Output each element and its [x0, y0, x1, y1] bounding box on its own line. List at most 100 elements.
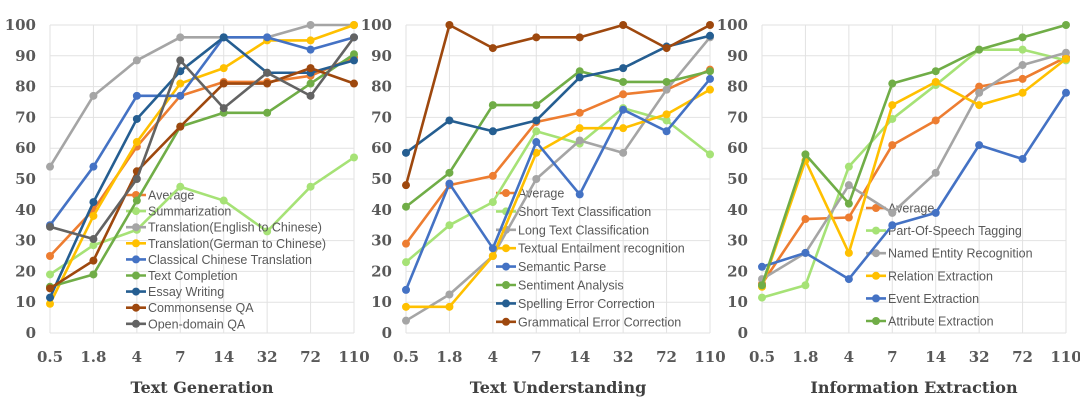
data-point [575, 108, 584, 117]
data-point [801, 215, 810, 224]
data-point [532, 138, 541, 147]
x-tick-label: 72 [1012, 348, 1033, 366]
data-point [176, 56, 185, 65]
series-line [48, 23, 355, 305]
data-point [662, 110, 671, 119]
data-point [1018, 33, 1027, 42]
legend-swatch-marker [132, 223, 140, 232]
series-summarization [46, 153, 358, 279]
y-tick-label: 80 [727, 78, 748, 96]
legend-item: Essay Writing [126, 285, 224, 299]
legend-item: Event Extraction [866, 292, 979, 306]
y-tick-label: 60 [727, 139, 748, 157]
y-tick-label: 30 [15, 232, 36, 250]
axis-title: Text Understanding [470, 378, 647, 397]
data-point [132, 196, 141, 205]
y-tick-label: 0 [738, 324, 748, 342]
y-tick-label: 90 [15, 47, 36, 65]
data-point [975, 101, 984, 110]
y-tick-label: 40 [727, 201, 748, 219]
data-point [306, 45, 315, 54]
data-point [532, 175, 541, 183]
legend-item: Classical Chinese Translation [126, 253, 312, 267]
data-point [89, 256, 98, 265]
x-tick-label: 14 [925, 348, 946, 366]
data-point [350, 21, 358, 29]
data-point [176, 91, 185, 100]
legend-swatch-marker [502, 317, 510, 326]
x-tick-label: 4 [844, 348, 854, 366]
data-point [758, 262, 766, 271]
series-line [49, 56, 355, 257]
legend-swatch-marker [502, 244, 510, 253]
x-tick-label: 110 [338, 348, 369, 366]
data-point [888, 141, 897, 150]
series-line [761, 48, 1067, 299]
data-point [1018, 154, 1027, 163]
data-point [619, 124, 628, 133]
data-point [402, 148, 410, 157]
series-grammatical-error-correction [402, 21, 714, 190]
data-point [132, 114, 141, 123]
data-point [445, 116, 454, 125]
series-spelling-error-correction [402, 31, 714, 157]
panel-1: 0 10 20 30 40 50 60 70 80 90 100 0.5 1.8 4 7 14 32 72 110 T… [5, 16, 370, 397]
data-point [219, 79, 228, 88]
series-line [49, 36, 356, 241]
x-tick-label: 110 [694, 348, 725, 366]
legend-label: Spelling Error Correction [518, 297, 655, 311]
y-tick-label: 90 [727, 47, 748, 65]
data-point [350, 153, 358, 162]
data-point [1018, 61, 1027, 70]
legend-label: Short Text Classification [518, 205, 651, 219]
data-point [219, 196, 228, 205]
data-point [488, 127, 497, 136]
data-point [219, 64, 228, 73]
legend-item: Summarization [126, 205, 231, 219]
data-point [801, 281, 810, 290]
y-tick-label: 10 [15, 293, 36, 311]
data-point [575, 33, 584, 42]
legend-swatch-marker [132, 255, 140, 264]
legend-item: Translation(English to Chinese) [126, 221, 322, 235]
data-point [445, 302, 454, 311]
data-point [931, 67, 940, 76]
legend-label: Long Text Classification [518, 223, 649, 237]
x-tick-label: 7 [887, 348, 897, 366]
series-line [49, 66, 355, 290]
data-point [575, 136, 584, 145]
data-point [619, 105, 628, 114]
series-line [405, 69, 711, 208]
data-point [89, 91, 98, 100]
legend-label: Essay Writing [148, 285, 224, 299]
y-tick-label: 100 [361, 16, 392, 34]
data-point [1062, 48, 1070, 57]
data-point [844, 199, 853, 208]
y-tick-label: 60 [371, 139, 392, 157]
x-tick-label: 1.8 [80, 348, 106, 366]
legend-swatch-marker [872, 204, 880, 212]
x-tick-label: 1.8 [436, 348, 462, 366]
data-point [263, 227, 272, 236]
data-point [844, 162, 853, 171]
series-textual-entailment-recognition [402, 85, 714, 311]
legend-label: Classical Chinese Translation [148, 253, 312, 267]
y-tick-label: 70 [15, 108, 36, 126]
data-point [488, 244, 497, 253]
data-point [888, 221, 897, 230]
data-point [176, 122, 185, 131]
data-point [402, 202, 410, 211]
legend-item: Spelling Error Correction [496, 297, 655, 311]
data-point [975, 82, 984, 91]
y-tick-label: 80 [15, 78, 36, 96]
series-translation-german-to-chinese- [46, 21, 358, 308]
data-point [801, 150, 810, 159]
x-tick-label: 14 [213, 348, 234, 366]
data-point [350, 56, 358, 65]
data-point [662, 127, 671, 136]
data-point [888, 208, 897, 217]
data-point [662, 44, 671, 53]
data-point [402, 316, 410, 325]
series-line [48, 23, 354, 168]
data-point [931, 208, 940, 217]
